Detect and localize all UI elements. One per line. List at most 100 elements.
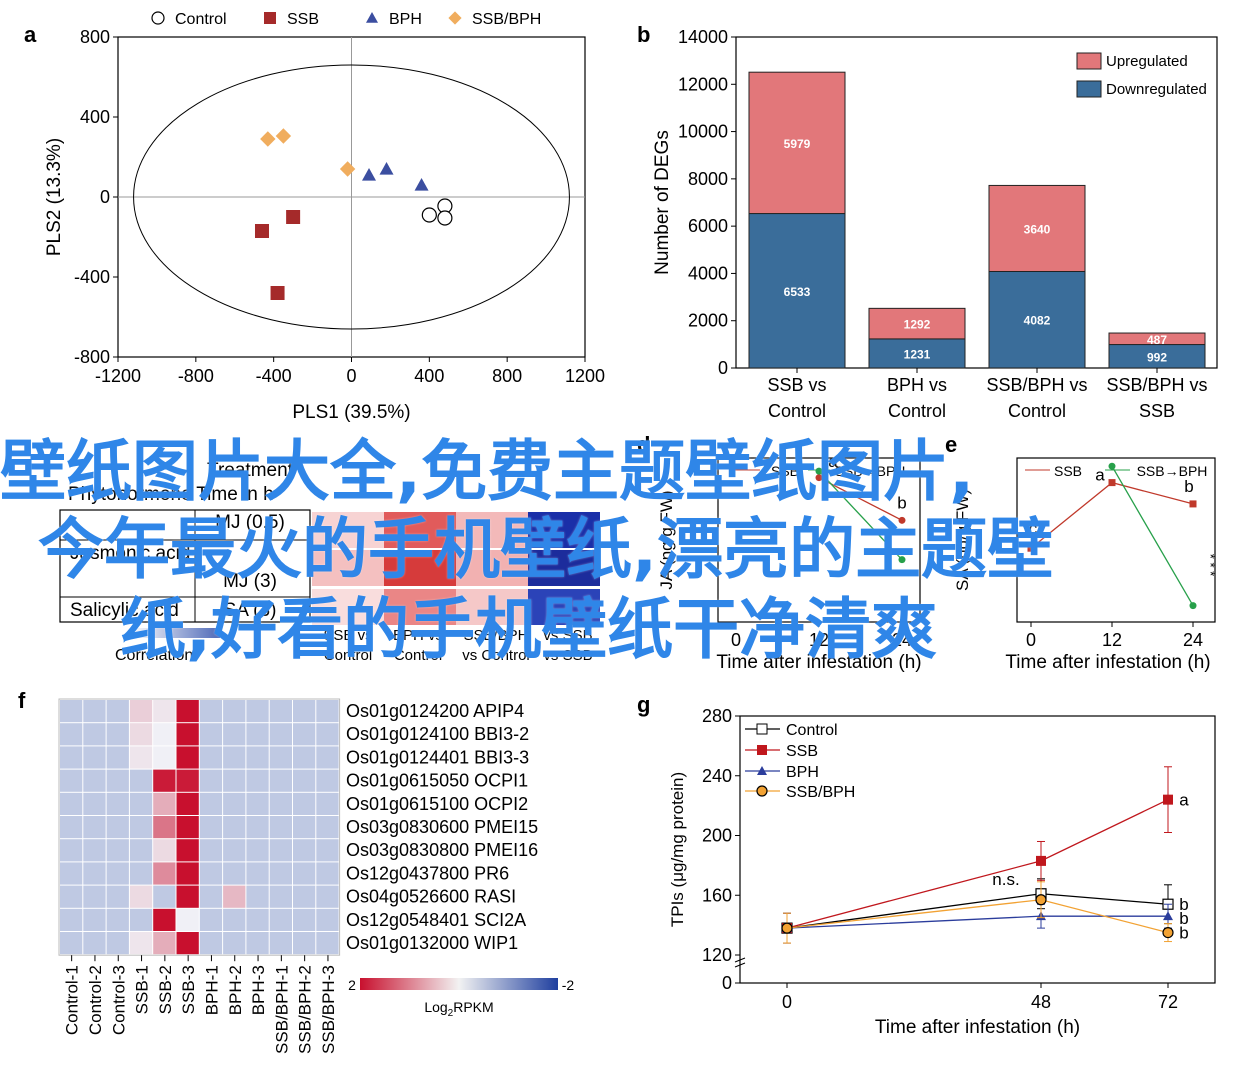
panel-c-col-label: SSB vs [323, 627, 372, 644]
panel-g-xtick-label: 48 [1031, 992, 1051, 1012]
panel-g-ytick-label: 160 [702, 885, 732, 905]
panel-b-category-label: BPH vs [887, 375, 947, 395]
panel-f-cell [153, 700, 176, 723]
panel-f-cell [106, 816, 129, 839]
panel-f-cell [199, 769, 223, 792]
panel-e-ylabel: SA (ng/g FW) [953, 489, 972, 591]
panel-d-point [898, 516, 906, 524]
panel-g-frame [739, 715, 1216, 984]
panel-f-cell [106, 769, 129, 792]
panel-a-point-control [437, 210, 453, 226]
panel-b-bar-label-down: 992 [1147, 350, 1167, 364]
panel-f-cell [106, 839, 129, 862]
panel-g-legend-label: BPH [786, 764, 819, 781]
panel-b-bar-label-down: 6533 [784, 285, 811, 299]
panel-b-bar-label-up: 3640 [1024, 222, 1051, 236]
panel-c-cell [456, 589, 528, 625]
panel-c-cell [456, 550, 528, 586]
panel-f-cell [269, 816, 292, 839]
panel-f-cell [153, 885, 176, 908]
panel-f-cell [199, 862, 223, 885]
panel-g-ytick-label: 200 [702, 826, 732, 846]
panel-f-cell [316, 816, 339, 839]
panel-f-cell [316, 862, 339, 885]
panel-f-cell [129, 746, 153, 769]
panel-e-line-ssb [1030, 481, 1194, 549]
panel-f-frame [58, 698, 341, 956]
panel-g-legend-marker [757, 766, 767, 775]
panel-f-cell [316, 792, 339, 815]
panel-d-xlabel: Time after infestation (h) [716, 652, 921, 673]
panel-c-label-frame [59, 509, 311, 623]
panel-f-cell [176, 908, 199, 931]
panel-f-sample-label: SSB-1 [133, 965, 152, 1014]
panel-c-col-label: vs SSB [543, 647, 592, 664]
panel-f-cell [246, 908, 269, 931]
panel-f-gene-label: Os01g0124100 BBI3-2 [346, 724, 529, 744]
panel-e-point [1189, 500, 1197, 508]
panel-a-legend-marker [448, 11, 462, 25]
panel-f-cell [129, 908, 153, 931]
panel-c-cell [312, 550, 384, 586]
panel-a-point-ssb [270, 286, 285, 300]
panel-f-cell [83, 746, 106, 769]
panel-f-cell [153, 816, 176, 839]
panel-a-legend-label: SSB [287, 11, 319, 28]
panel-f-cell [153, 862, 176, 885]
panel-b-category-label: SSB vs [767, 375, 826, 395]
panel-f-cell [316, 723, 339, 746]
panel-f-gene-label: Os03g0830800 PMEI16 [346, 840, 538, 860]
panel-b-bar-upregulated [868, 307, 966, 340]
panel-e-frame [1016, 457, 1216, 623]
panel-f-cell [223, 839, 246, 862]
panel-f-sample-label: SSB-2 [156, 965, 175, 1014]
panel-a-xtick-label: 0 [346, 366, 356, 386]
panel-f-cell [60, 839, 83, 862]
panel-a: a-1200 -800 -400 0 400 800 12008004000-400-800… [24, 11, 605, 423]
panel-b-ytick-label: 4000 [688, 263, 728, 283]
panel-f-cell [83, 932, 106, 955]
panel-a-point-control [421, 207, 437, 223]
panel-f-cell [316, 769, 339, 792]
panel-a-xtick-label: 400 [414, 366, 444, 386]
panel-g-ylabel: TPIs (μg/mg protein) [668, 772, 687, 927]
panel-a-point-ssb [254, 224, 269, 238]
panel-g-legend-marker [757, 745, 767, 755]
panel-f-cell [106, 792, 129, 815]
panel-c-cell [384, 550, 456, 586]
panel-g-point [781, 922, 793, 934]
panel-c-cell [456, 512, 528, 548]
panel-f-cell [246, 862, 269, 885]
panel-e-xtick-label: 12 [1102, 630, 1122, 650]
panel-f-cell [83, 769, 106, 792]
panel-b-bar-label-down: 4082 [1024, 314, 1051, 328]
panel-f-cell [176, 746, 199, 769]
panel-g-legend-label: SSB/BPH [786, 784, 855, 801]
panel-b-bar-label-down: 1231 [904, 347, 931, 361]
panel-c-col-label: Control [394, 647, 442, 664]
panel-f-cell [83, 862, 106, 885]
panel-f-cell [60, 885, 83, 908]
panel-b-category-label: SSB/BPH vs [1106, 375, 1207, 395]
panel-b-letter: b [637, 22, 650, 47]
panel-f-sample-label: BPH-2 [226, 965, 245, 1015]
panel-f-cell [106, 746, 129, 769]
panel-f-scale-bar [360, 978, 558, 990]
panel-b-bar-label-up: 1292 [904, 318, 931, 332]
panel-a-ytick-label: -800 [74, 347, 110, 367]
panel-d-point [898, 556, 906, 564]
panel-b-bar-downregulated [868, 338, 966, 369]
panel-a-xtick-label: -800 [178, 366, 214, 386]
panel-f-sample-label: Control-2 [86, 965, 105, 1035]
panel-f-sample-label: Control-1 [63, 965, 82, 1035]
panel-a-ytick-label: 400 [80, 107, 110, 127]
panel-b-bar-label-up: 487 [1147, 333, 1167, 347]
panel-g-annotation: a [1179, 791, 1189, 810]
panel-c-row-label: Jasmonic acid [70, 543, 190, 564]
panel-g-ytick-label: 280 [702, 706, 732, 726]
panel-f-cell [129, 885, 153, 908]
panel-f-cell [60, 932, 83, 955]
panel-f-cell [316, 932, 339, 955]
panel-b-legend-swatch-down [1076, 80, 1102, 98]
panel-f-cell [106, 932, 129, 955]
